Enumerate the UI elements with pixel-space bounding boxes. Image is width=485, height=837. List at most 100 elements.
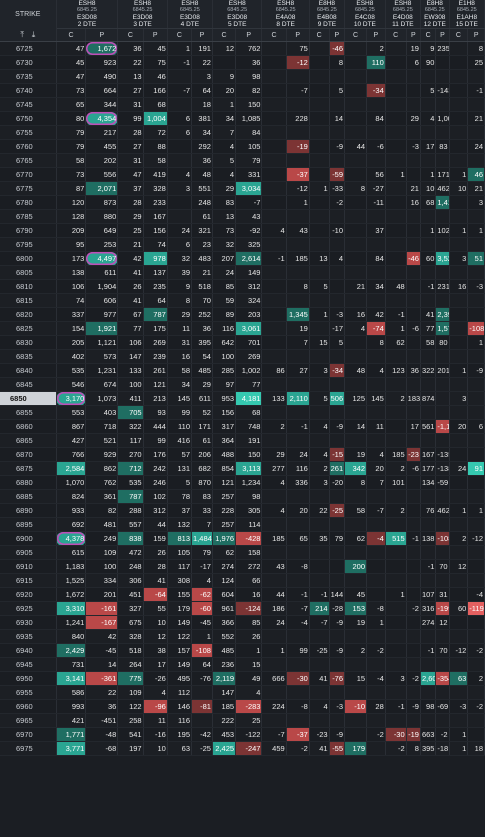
call-value-cell[interactable]: 453 (212, 727, 237, 742)
put-value-cell[interactable]: 84 (366, 111, 386, 126)
call-value-cell[interactable]: 100 (212, 349, 237, 364)
put-value-cell[interactable]: 4,354 (85, 111, 119, 126)
call-value-cell[interactable]: 666 (261, 671, 287, 686)
strike-cell[interactable]: 6925 (0, 601, 57, 616)
strike-cell[interactable]: 6765 (0, 153, 57, 168)
put-value-cell[interactable] (406, 713, 421, 728)
put-value-cell[interactable]: 191 (235, 433, 263, 448)
call-value-cell[interactable] (449, 153, 469, 168)
put-value-cell[interactable]: -4 (467, 587, 485, 602)
put-value-cell[interactable]: 82 (235, 83, 263, 98)
put-value-cell[interactable] (366, 349, 386, 364)
call-value-cell[interactable]: 24 (212, 265, 237, 280)
call-value-cell[interactable]: 1,183 (56, 559, 87, 574)
put-value-cell[interactable] (467, 727, 485, 742)
call-value-cell[interactable]: 134 (420, 475, 437, 490)
call-value-cell[interactable] (449, 125, 469, 140)
put-value-cell[interactable]: 261 (143, 363, 168, 378)
call-value-cell[interactable]: 47 (56, 41, 87, 56)
call-value-cell[interactable]: 427 (56, 433, 87, 448)
put-value-cell[interactable]: 239 (143, 349, 168, 364)
put-value-cell[interactable] (286, 265, 310, 280)
call-value-cell[interactable]: -1 (261, 251, 287, 266)
put-value-cell[interactable]: 36 (235, 55, 263, 70)
put-value-cell[interactable]: 83 (435, 139, 450, 154)
put-value-cell[interactable]: 203 (235, 307, 263, 322)
call-value-cell[interactable]: 535 (56, 363, 87, 378)
put-value-cell[interactable]: 166 (143, 83, 168, 98)
put-value-cell[interactable]: 462 (435, 503, 450, 518)
put-value-cell[interactable]: 64 (191, 657, 213, 672)
call-value-cell[interactable]: 2 (385, 461, 407, 476)
put-value-cell[interactable]: 28 (143, 559, 168, 574)
call-value-cell[interactable] (344, 349, 368, 364)
put-value-cell[interactable]: 27 (286, 363, 310, 378)
put-value-cell[interactable] (467, 433, 485, 448)
put-value-cell[interactable]: 24 (286, 447, 310, 462)
put-value-cell[interactable]: -34 (329, 363, 346, 378)
put-value-cell[interactable]: 54 (191, 349, 213, 364)
call-value-cell[interactable] (309, 559, 330, 574)
call-value-cell[interactable]: 58 (420, 335, 437, 350)
call-value-cell[interactable]: 13 (212, 209, 237, 224)
put-value-cell[interactable]: 242 (143, 461, 168, 476)
put-value-cell[interactable]: -96 (143, 699, 168, 714)
put-value-cell[interactable] (406, 475, 421, 490)
call-value-cell[interactable]: 36 (117, 41, 144, 56)
put-value-cell[interactable]: -12 (286, 55, 310, 70)
call-value-cell[interactable] (261, 349, 287, 364)
call-value-cell[interactable]: 316 (420, 601, 437, 616)
put-value-cell[interactable]: 159 (143, 531, 168, 546)
strike-cell[interactable]: 6795 (0, 237, 57, 252)
put-value-cell[interactable] (406, 643, 421, 658)
put-value-cell[interactable]: 70 (435, 643, 450, 658)
put-value-cell[interactable]: -34 (366, 83, 386, 98)
call-value-cell[interactable] (309, 573, 330, 588)
put-value-cell[interactable] (329, 433, 346, 448)
put-value-cell[interactable] (366, 237, 386, 252)
call-value-cell[interactable]: 20 (212, 83, 237, 98)
call-value-cell[interactable]: 9 (167, 279, 193, 294)
put-value-cell[interactable]: 481 (85, 517, 119, 532)
strike-cell[interactable]: 6725 (0, 41, 57, 56)
call-value-cell[interactable] (385, 713, 407, 728)
put-value-cell[interactable] (366, 657, 386, 672)
put-value-cell[interactable] (286, 405, 310, 420)
call-value-cell[interactable]: 306 (117, 573, 144, 588)
call-value-cell[interactable] (344, 517, 368, 532)
put-value-cell[interactable] (467, 545, 485, 560)
strike-cell[interactable]: 6905 (0, 545, 57, 560)
call-value-cell[interactable]: 156 (212, 405, 237, 420)
put-value-cell[interactable]: 261 (329, 461, 346, 476)
put-value-cell[interactable]: 91 (467, 461, 485, 476)
put-value-cell[interactable] (406, 153, 421, 168)
call-value-cell[interactable] (344, 237, 368, 252)
call-value-cell[interactable] (261, 97, 287, 112)
put-value-cell[interactable]: 31 (435, 587, 450, 602)
call-value-cell[interactable]: 200 (344, 559, 368, 574)
call-value-cell[interactable] (309, 153, 330, 168)
put-value-cell[interactable] (406, 307, 421, 322)
put-value-cell[interactable]: 84 (235, 125, 263, 140)
call-value-cell[interactable]: 122 (167, 629, 193, 644)
call-value-cell[interactable]: 712 (117, 461, 144, 476)
call-value-cell[interactable]: -1 (420, 559, 437, 574)
call-value-cell[interactable]: 2,429 (56, 643, 87, 658)
strike-cell[interactable]: 6885 (0, 489, 57, 504)
put-value-cell[interactable]: 36 (191, 321, 213, 336)
call-value-cell[interactable]: 224 (261, 699, 287, 714)
put-value-cell[interactable]: 1 (286, 195, 310, 210)
put-value-cell[interactable]: -9 (406, 699, 421, 714)
put-value-cell[interactable] (329, 265, 346, 280)
call-value-cell[interactable]: 42 (117, 251, 144, 266)
put-value-cell[interactable]: 1 (191, 629, 213, 644)
put-value-cell[interactable]: -451 (85, 713, 119, 728)
call-value-cell[interactable] (261, 265, 287, 280)
call-value-cell[interactable]: 147 (212, 685, 237, 700)
put-value-cell[interactable]: 4 (143, 685, 168, 700)
call-value-cell[interactable]: -1 (420, 279, 437, 294)
call-value-cell[interactable] (420, 517, 437, 532)
put-value-cell[interactable] (286, 153, 310, 168)
call-value-cell[interactable]: 6 (167, 237, 193, 252)
put-value-cell[interactable] (366, 559, 386, 574)
